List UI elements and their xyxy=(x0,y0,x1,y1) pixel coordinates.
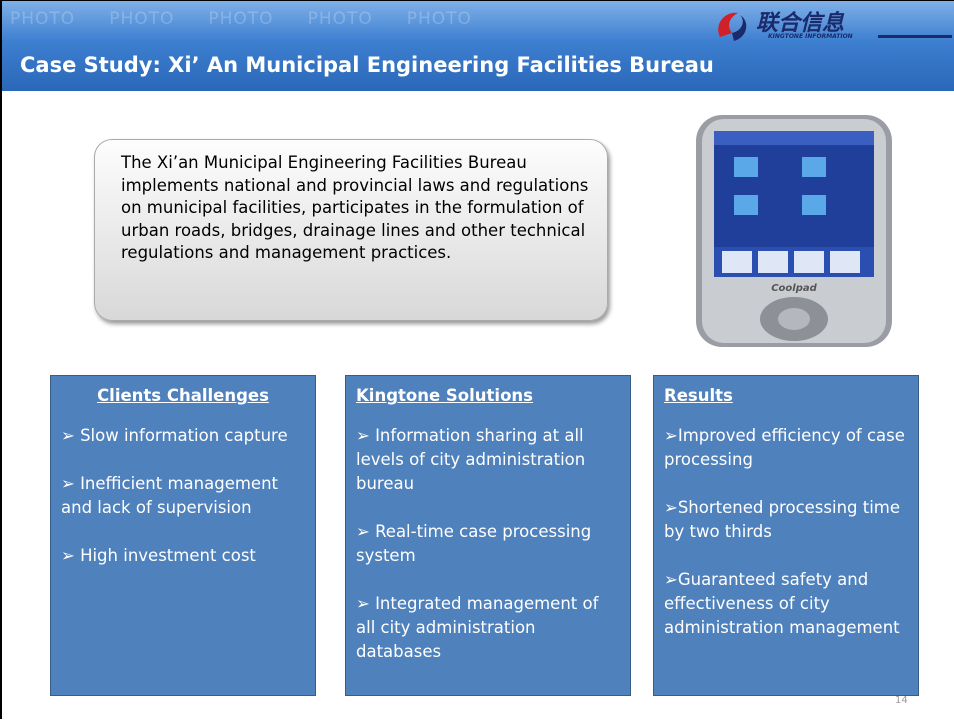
watermark-text: PHOTO xyxy=(406,9,472,29)
watermark-text: PHOTO xyxy=(307,9,373,29)
header-band: PHOTO PHOTO PHOTO PHOTO PHOTO 联合信息 KINGT… xyxy=(2,1,954,91)
column-item: ➢ High investment cost xyxy=(61,546,256,565)
column-item: ➢Improved efficiency of case processing xyxy=(664,426,905,469)
logo-bar xyxy=(878,35,952,38)
logo-subtext: KINGTONE INFORMATION xyxy=(768,33,853,40)
logo-text: 联合信息 xyxy=(756,11,845,36)
page-number: 14 xyxy=(895,695,908,706)
column-item: ➢ Real-time case processing system xyxy=(356,522,592,565)
logo: 联合信息 KINGTONE INFORMATION xyxy=(702,3,952,51)
column-item: ➢Guaranteed safety and effectiveness of … xyxy=(664,570,900,637)
column-item: ➢ Integrated management of all city admi… xyxy=(356,594,599,661)
phone-image: Coolpad xyxy=(696,115,892,347)
intro-callout: The Xi’an Municipal Engineering Faciliti… xyxy=(94,139,608,321)
column-box: Results ➢Improved efficiency of case pro… xyxy=(653,375,919,696)
slide-title: Case Study: Xi’ An Municipal Engineering… xyxy=(20,53,714,77)
watermark-text: PHOTO xyxy=(10,9,76,29)
column-box: Clients Challenges ➢ Slow information ca… xyxy=(50,375,316,696)
column-item: ➢Shortened processing time by two thirds xyxy=(664,498,901,541)
watermark-text: PHOTO xyxy=(208,9,274,29)
column-item: ➢ Information sharing at all levels of c… xyxy=(356,426,586,493)
column-item: ➢ Inefficient management and lack of sup… xyxy=(61,474,279,517)
column-heading: Results xyxy=(664,386,733,405)
column-heading: Clients Challenges xyxy=(97,386,269,405)
column-item: ➢ Slow information capture xyxy=(61,426,288,445)
column-heading: Kingtone Solutions xyxy=(356,386,533,405)
watermark: PHOTO PHOTO PHOTO PHOTO PHOTO xyxy=(10,9,472,29)
logo-icon xyxy=(718,12,747,41)
watermark-text: PHOTO xyxy=(109,9,175,29)
phone-brand: Coolpad xyxy=(771,283,817,294)
column-box: Kingtone Solutions ➢ Information sharing… xyxy=(345,375,631,696)
